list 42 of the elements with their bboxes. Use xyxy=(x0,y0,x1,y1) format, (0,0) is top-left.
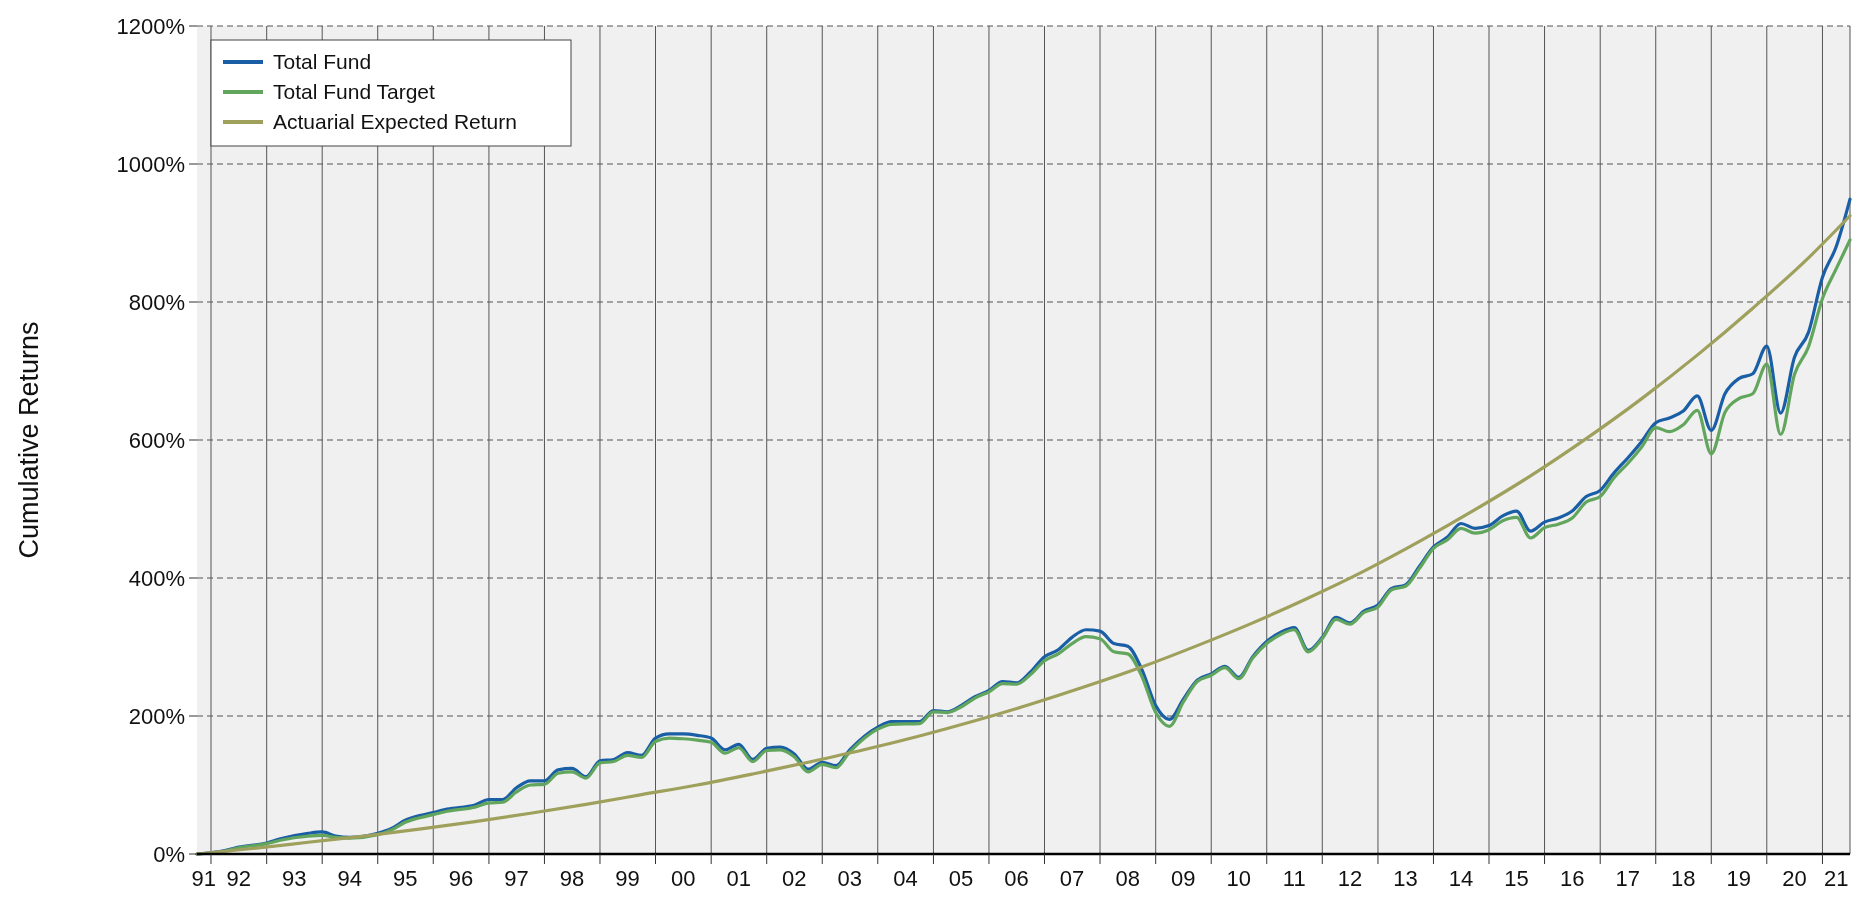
x-tick-label: 19 xyxy=(1726,866,1752,891)
x-tick-label: 13 xyxy=(1393,866,1418,891)
y-tick-label: 600% xyxy=(128,427,185,453)
x-tick-label: 91 xyxy=(191,866,217,891)
x-tick-label: 97 xyxy=(504,866,529,891)
x-tick-label: 18 xyxy=(1671,866,1696,891)
legend-label: Total Fund Target xyxy=(273,80,436,104)
y-tick-label: 1000% xyxy=(116,151,185,177)
x-tick-label: 21 xyxy=(1823,866,1849,891)
legend-label: Total Fund xyxy=(273,50,372,74)
x-tick-label: 98 xyxy=(559,866,585,891)
x-tick-label: 95 xyxy=(393,866,418,891)
x-tick-label: 10 xyxy=(1226,866,1251,891)
x-tick-label: 99 xyxy=(615,866,640,891)
x-tick-label: 02 xyxy=(782,866,807,891)
x-tick-label: 09 xyxy=(1170,866,1196,891)
x-tick-label: 08 xyxy=(1115,866,1140,891)
x-tick-label: 06 xyxy=(1004,866,1029,891)
y-tick-label: 400% xyxy=(128,565,185,591)
x-tick-label: 14 xyxy=(1448,866,1474,891)
x-tick-label: 00 xyxy=(670,866,696,891)
x-tick-label: 94 xyxy=(337,866,362,891)
x-tick-label: 96 xyxy=(448,866,474,891)
y-tick-label: 0% xyxy=(153,841,185,867)
x-tick-label: 17 xyxy=(1615,866,1640,891)
x-tick-label: 12 xyxy=(1337,866,1363,891)
x-tick-label: 93 xyxy=(281,866,307,891)
x-tick-label: 16 xyxy=(1559,866,1585,891)
y-axis-title: Cumulative Returns xyxy=(14,321,44,559)
x-tick-label: 01 xyxy=(726,866,751,891)
x-tick-label: 15 xyxy=(1504,866,1529,891)
x-tick-label: 92 xyxy=(226,866,251,891)
x-tick-label: 11 xyxy=(1282,866,1306,891)
x-tick-label: 07 xyxy=(1059,866,1085,891)
x-tick-label: 05 xyxy=(948,866,974,891)
y-tick-label: 1200% xyxy=(116,13,185,39)
x-tick-label: 04 xyxy=(893,866,918,891)
x-tick-label: 20 xyxy=(1782,866,1807,891)
y-tick-label: 200% xyxy=(128,703,185,729)
legend-label: Actuarial Expected Return xyxy=(273,110,517,134)
x-tick-label: 03 xyxy=(837,866,863,891)
y-tick-label: 800% xyxy=(128,289,185,315)
